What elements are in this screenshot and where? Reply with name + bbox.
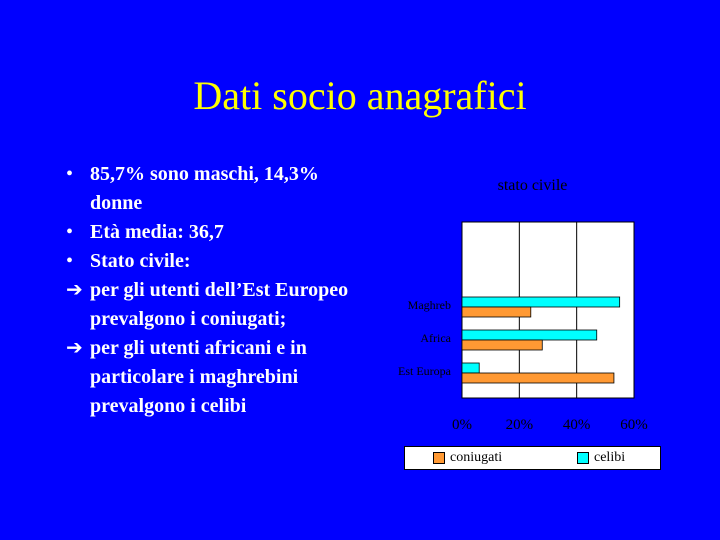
bar-celibi <box>461 362 480 374</box>
bullet-item: ➔ per gli utenti dell’Est Europeo preval… <box>66 276 351 334</box>
bullet-text: per gli utenti dell’Est Europeo prevalgo… <box>90 279 349 330</box>
x-tick-label: 20% <box>506 417 534 433</box>
bullet-marker: • <box>66 221 74 243</box>
bullet-item: ➔ per gli utenti africani e in particola… <box>66 334 351 421</box>
bullet-item: • Stato civile: <box>66 247 351 276</box>
y-category-label: Est Europa <box>398 364 452 378</box>
bullet-text: per gli utenti africani e in particolare… <box>90 337 307 417</box>
bullet-text: Stato civile: <box>90 250 191 272</box>
bullet-marker: • <box>66 250 74 272</box>
chart-legend: coniugati celibi <box>404 446 661 470</box>
legend-swatch <box>433 452 445 464</box>
bullet-text: Età media: 36,7 <box>90 221 224 243</box>
legend-label: coniugati <box>450 450 503 465</box>
legend-label: celibi <box>594 450 626 465</box>
bullet-list: • 85,7% sono maschi, 14,3% donne • Età m… <box>66 160 351 421</box>
arrow-icon: ➔ <box>66 337 83 359</box>
bar-coniugati <box>461 339 543 351</box>
bullet-item: • 85,7% sono maschi, 14,3% donne <box>66 160 351 218</box>
bar-coniugati <box>461 306 532 318</box>
chart-title: stato civile <box>497 177 568 194</box>
y-category-label: Africa <box>420 331 451 345</box>
bar-coniugati <box>461 372 615 384</box>
y-category-label: Maghreb <box>408 298 451 312</box>
x-tick-label: 0% <box>452 417 472 433</box>
legend-item-coniugati: coniugati <box>433 450 502 466</box>
bar-celibi <box>461 296 621 308</box>
bar-celibi <box>461 329 598 341</box>
bullet-marker: • <box>66 163 74 185</box>
legend-swatch <box>577 452 589 464</box>
x-tick-label: 60% <box>620 417 648 433</box>
x-tick-label: 40% <box>563 417 591 433</box>
bullet-item: • Età media: 36,7 <box>66 218 351 247</box>
arrow-icon: ➔ <box>66 279 83 301</box>
slide-title: Dati socio anagrafici <box>193 73 527 118</box>
legend-item-celibi: celibi <box>577 450 625 466</box>
bullet-text: 85,7% sono maschi, 14,3% donne <box>90 163 319 214</box>
